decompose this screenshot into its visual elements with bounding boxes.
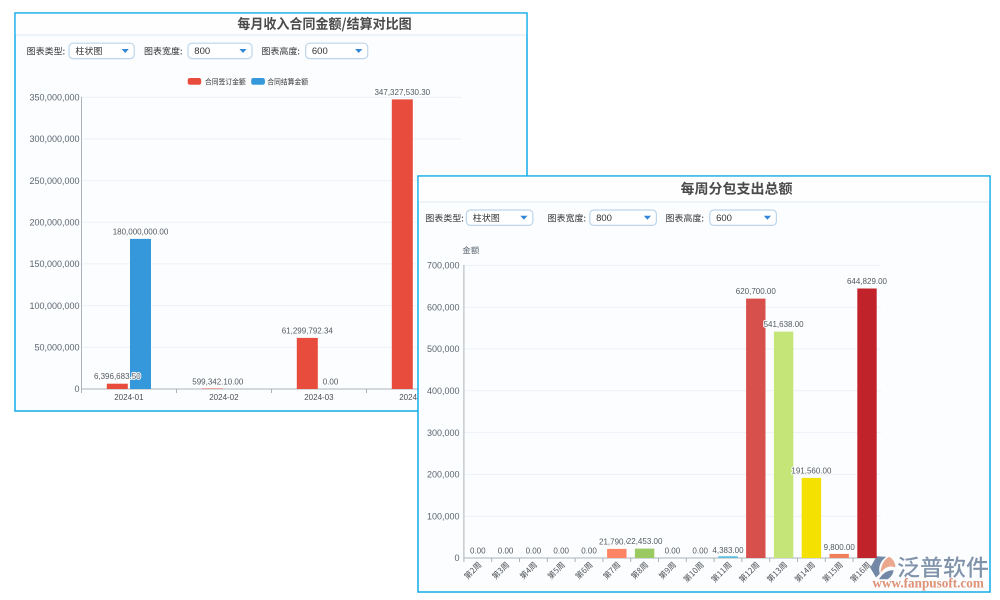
- svg-text:0.00: 0.00: [228, 378, 244, 387]
- svg-text:0.00: 0.00: [553, 546, 569, 555]
- svg-text:2024-04: 2024-04: [399, 393, 429, 402]
- svg-text:9,800.00: 9,800.00: [824, 543, 856, 552]
- svg-text:22,453.00: 22,453.00: [627, 537, 663, 546]
- svg-text:200,000,000: 200,000,000: [29, 217, 79, 227]
- svg-text:0.00: 0.00: [692, 546, 708, 555]
- svg-text:0.00: 0.00: [323, 378, 339, 387]
- svg-text:0.00: 0.00: [665, 546, 681, 555]
- svg-text:0: 0: [454, 553, 459, 563]
- svg-text:200,000: 200,000: [427, 470, 460, 480]
- svg-text:100,000: 100,000: [427, 511, 460, 521]
- svg-text:644,829.00: 644,829.00: [847, 277, 888, 286]
- svg-text:0: 0: [74, 384, 79, 394]
- svg-text:6,396,683.50: 6,396,683.50: [94, 372, 141, 381]
- svg-text:600: 600: [312, 46, 328, 57]
- svg-text:50,000,000: 50,000,000: [34, 343, 79, 353]
- svg-text:2024-01: 2024-01: [114, 393, 144, 402]
- svg-text:21,790.02: 21,790.02: [599, 537, 635, 546]
- svg-text:700,000: 700,000: [427, 261, 460, 271]
- svg-text:0.00: 0.00: [470, 546, 486, 555]
- svg-text:0.00: 0.00: [526, 546, 542, 555]
- svg-text:600,000: 600,000: [427, 302, 460, 312]
- svg-text:599,342.15: 599,342.15: [192, 378, 233, 387]
- svg-text:800: 800: [596, 213, 612, 224]
- svg-text:100,000,000: 100,000,000: [29, 301, 79, 311]
- svg-text:600: 600: [716, 213, 732, 224]
- svg-text:0.00: 0.00: [581, 546, 597, 555]
- svg-text:150,000,000: 150,000,000: [29, 259, 79, 269]
- svg-text:800: 800: [194, 46, 210, 57]
- svg-text:61,299,792.34: 61,299,792.34: [282, 326, 334, 335]
- svg-text:350,000,000: 350,000,000: [29, 92, 79, 102]
- svg-text:0.00: 0.00: [498, 546, 514, 555]
- svg-text:347,327,530.30: 347,327,530.30: [374, 88, 430, 97]
- svg-text:620,700.00: 620,700.00: [736, 287, 777, 296]
- svg-text:180,000,000.00: 180,000,000.00: [113, 227, 169, 236]
- svg-text:2024-02: 2024-02: [209, 393, 239, 402]
- svg-text:www.fanpusoft.com: www.fanpusoft.com: [873, 576, 984, 591]
- svg-text:500,000: 500,000: [427, 344, 460, 354]
- svg-text:250,000,000: 250,000,000: [29, 176, 79, 186]
- svg-text:400,000: 400,000: [427, 386, 460, 396]
- svg-text:191,560.00: 191,560.00: [791, 466, 832, 475]
- svg-text:2024-03: 2024-03: [304, 393, 334, 402]
- svg-text:300,000,000: 300,000,000: [29, 134, 79, 144]
- svg-text:541,638.00: 541,638.00: [764, 320, 805, 329]
- svg-text:4,383.00: 4,383.00: [712, 546, 744, 555]
- svg-text:300,000: 300,000: [427, 428, 460, 438]
